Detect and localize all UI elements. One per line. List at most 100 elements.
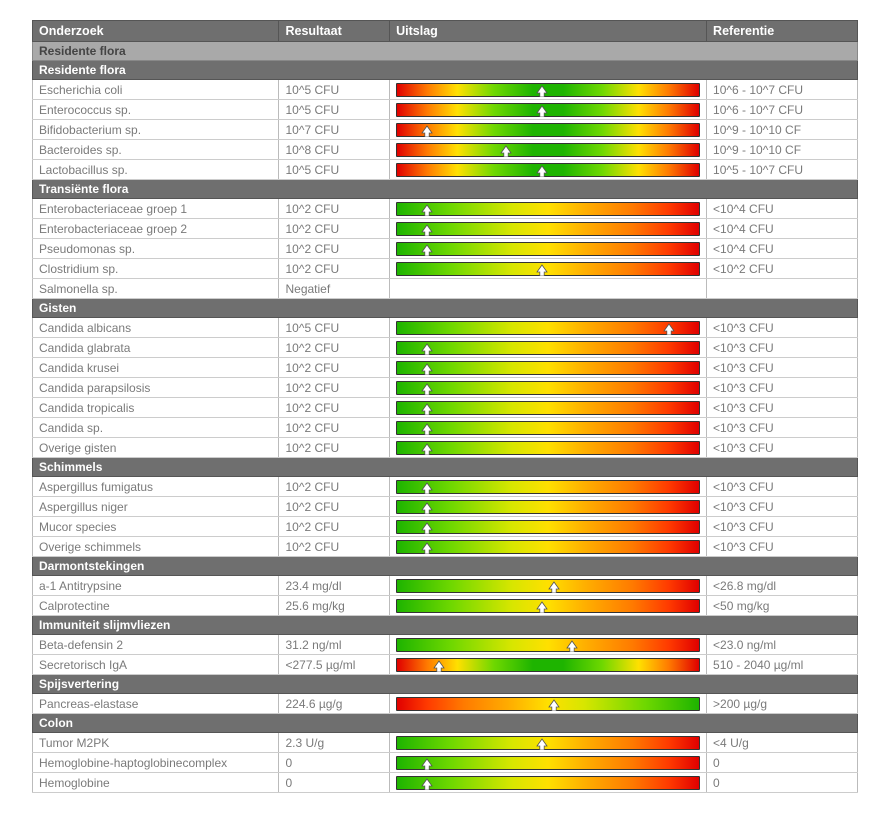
header-uitslag: Uitslag — [390, 21, 707, 42]
subsection-row: Colon — [33, 714, 858, 733]
result-gauge — [396, 222, 700, 236]
test-gauge-cell — [390, 438, 707, 458]
result-gauge — [396, 262, 700, 276]
data-row: Beta-defensin 231.2 ng/ml<23.0 ng/ml — [33, 635, 858, 655]
test-gauge-cell — [390, 279, 707, 299]
subsection-row: Gisten — [33, 299, 858, 318]
data-row: Candida sp.10^2 CFU<10^3 CFU — [33, 418, 858, 438]
test-result: 25.6 mg/kg — [279, 596, 390, 616]
subsection-row: Darmontstekingen — [33, 557, 858, 576]
arrow-up-icon — [421, 224, 433, 236]
test-reference: <10^2 CFU — [707, 259, 858, 279]
arrow-up-icon — [421, 125, 433, 137]
test-reference: 10^9 - 10^10 CF — [707, 120, 858, 140]
test-result: 0 — [279, 773, 390, 793]
test-name: Clostridium sp. — [33, 259, 279, 279]
test-gauge-cell — [390, 358, 707, 378]
data-row: Lactobacillus sp.10^5 CFU10^5 - 10^7 CFU — [33, 160, 858, 180]
test-gauge-cell — [390, 378, 707, 398]
result-gauge — [396, 500, 700, 514]
test-result: 0 — [279, 753, 390, 773]
test-result: 224.6 µg/g — [279, 694, 390, 714]
test-name: Pancreas-elastase — [33, 694, 279, 714]
test-reference: <10^3 CFU — [707, 398, 858, 418]
test-reference: <10^4 CFU — [707, 219, 858, 239]
test-gauge-cell — [390, 338, 707, 358]
result-gauge — [396, 321, 700, 335]
test-gauge-cell — [390, 259, 707, 279]
data-row: Salmonella sp.Negatief — [33, 279, 858, 299]
arrow-up-icon — [421, 778, 433, 790]
test-reference: <10^3 CFU — [707, 438, 858, 458]
test-result: 31.2 ng/ml — [279, 635, 390, 655]
test-name: Aspergillus fumigatus — [33, 477, 279, 497]
result-gauge — [396, 540, 700, 554]
result-gauge — [396, 143, 700, 157]
test-reference: 0 — [707, 773, 858, 793]
test-reference: <10^3 CFU — [707, 358, 858, 378]
result-gauge — [396, 520, 700, 534]
test-name: Candida krusei — [33, 358, 279, 378]
data-row: Candida krusei10^2 CFU<10^3 CFU — [33, 358, 858, 378]
data-row: Candida parapsilosis10^2 CFU<10^3 CFU — [33, 378, 858, 398]
test-name: Hemoglobine-haptoglobinecomplex — [33, 753, 279, 773]
test-reference: <4 U/g — [707, 733, 858, 753]
test-reference: 10^6 - 10^7 CFU — [707, 80, 858, 100]
test-gauge-cell — [390, 160, 707, 180]
arrow-up-icon — [536, 105, 548, 117]
data-row: Calprotectine25.6 mg/kg<50 mg/kg — [33, 596, 858, 616]
test-reference: <10^3 CFU — [707, 418, 858, 438]
test-gauge-cell — [390, 140, 707, 160]
data-row: Candida albicans10^5 CFU <10^3 CFU — [33, 318, 858, 338]
result-gauge — [396, 83, 700, 97]
test-result: 10^2 CFU — [279, 438, 390, 458]
data-row: Hemoglobine-haptoglobinecomplex00 — [33, 753, 858, 773]
test-gauge-cell — [390, 635, 707, 655]
test-reference: <26.8 mg/dl — [707, 576, 858, 596]
arrow-up-icon — [421, 244, 433, 256]
test-reference: <10^3 CFU — [707, 537, 858, 557]
test-name: Candida albicans — [33, 318, 279, 338]
header-resultaat: Resultaat — [279, 21, 390, 42]
test-name: Aspergillus niger — [33, 497, 279, 517]
test-result: 23.4 mg/dl — [279, 576, 390, 596]
arrow-up-icon — [421, 403, 433, 415]
test-result: 10^2 CFU — [279, 418, 390, 438]
test-reference: <10^3 CFU — [707, 497, 858, 517]
arrow-up-icon — [421, 758, 433, 770]
test-result: Negatief — [279, 279, 390, 299]
data-row: Pancreas-elastase224.6 µg/g>200 µg/g — [33, 694, 858, 714]
test-gauge-cell — [390, 199, 707, 219]
data-row: Secretorisch IgA<277.5 µg/ml510 - 2040 µ… — [33, 655, 858, 675]
result-gauge — [396, 381, 700, 395]
data-row: Candida tropicalis10^2 CFU<10^3 CFU — [33, 398, 858, 418]
subsection-row: Schimmels — [33, 458, 858, 477]
test-reference: <10^3 CFU — [707, 517, 858, 537]
test-gauge-cell — [390, 398, 707, 418]
test-gauge-cell — [390, 773, 707, 793]
test-result: 10^2 CFU — [279, 477, 390, 497]
test-reference: 0 — [707, 753, 858, 773]
test-result: 10^5 CFU — [279, 318, 390, 338]
data-row: Aspergillus niger10^2 CFU<10^3 CFU — [33, 497, 858, 517]
result-gauge — [396, 599, 700, 613]
data-row: Clostridium sp.10^2 CFU<10^2 CFU — [33, 259, 858, 279]
test-result: 10^7 CFU — [279, 120, 390, 140]
subsection-title: Immuniteit slijmvliezen — [33, 616, 858, 635]
data-row: Pseudomonas sp.10^2 CFU<10^4 CFU — [33, 239, 858, 259]
test-gauge-cell — [390, 655, 707, 675]
test-gauge-cell — [390, 80, 707, 100]
test-name: Candida glabrata — [33, 338, 279, 358]
test-reference: <10^4 CFU — [707, 239, 858, 259]
arrow-up-icon — [536, 738, 548, 750]
test-reference: <10^3 CFU — [707, 318, 858, 338]
test-gauge-cell — [390, 477, 707, 497]
test-result: 10^2 CFU — [279, 537, 390, 557]
result-gauge — [396, 123, 700, 137]
header-row: OnderzoekResultaatUitslagReferentie — [33, 21, 858, 42]
test-result: 10^2 CFU — [279, 239, 390, 259]
subsection-row: Spijsvertering — [33, 675, 858, 694]
test-result: 10^8 CFU — [279, 140, 390, 160]
test-gauge-cell — [390, 537, 707, 557]
test-name: Bifidobacterium sp. — [33, 120, 279, 140]
